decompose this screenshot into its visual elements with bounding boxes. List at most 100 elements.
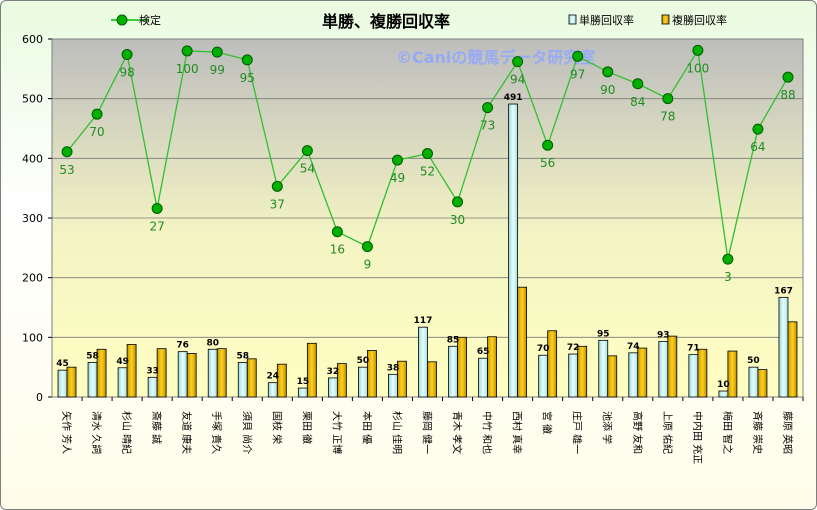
legend-label-win: 単勝回収率 [579, 13, 634, 27]
bar-win-label: 58 [236, 351, 249, 361]
category-label: 上原 佑紀 [661, 411, 674, 454]
bar-place [427, 361, 437, 398]
line-point [602, 66, 614, 78]
bar-win-label: 50 [357, 356, 370, 366]
y-axis: 0 100 200 300 400 500 600 [22, 33, 52, 404]
bar-place [727, 350, 738, 398]
bar-win-label: 45 [56, 359, 69, 369]
bar-win-label: 93 [657, 331, 670, 341]
legend-line-marker [116, 14, 128, 26]
bar-win-label: 95 [597, 329, 610, 339]
category-label: 斎藤 誠 [150, 411, 163, 444]
line-point-label: 64 [750, 140, 765, 154]
bar-place [667, 335, 678, 398]
category-label: 西村 真幸 [511, 411, 524, 454]
bar-win-label: 117 [414, 316, 433, 326]
bar-win-label: 24 [267, 372, 280, 382]
bar-win [418, 326, 428, 398]
category-label: 杉山 晴紀 [120, 411, 133, 454]
line-point-label: 88 [780, 88, 795, 102]
bar-place [517, 286, 528, 398]
line-point-label: 84 [630, 95, 645, 109]
line-point [121, 49, 133, 61]
line-point [722, 253, 734, 265]
category-label: 矢作 芳人 [60, 411, 73, 454]
bar-place [487, 336, 497, 398]
bar-win [778, 296, 789, 398]
category-label: 藤原 英昭 [781, 411, 794, 454]
watermark: ©Caniの競馬データ研究室 [396, 48, 595, 67]
category-label: 本田 優 [360, 411, 373, 444]
line-point-label: 90 [600, 83, 615, 97]
category-label: 高野 友和 [631, 411, 644, 454]
bar-place [577, 345, 588, 398]
legend-item-line: 検定 [111, 13, 161, 27]
bar-win [718, 390, 729, 398]
bar-place [246, 358, 257, 398]
bar-place [216, 348, 227, 398]
category-label: 須貝 尚介 [240, 411, 253, 454]
category-label: 池添 学 [601, 411, 614, 444]
bar-win [358, 366, 368, 398]
bar-win [267, 382, 278, 398]
line-point [361, 241, 373, 253]
bar-win [177, 351, 188, 398]
line-point [512, 56, 524, 68]
line-point [241, 54, 253, 66]
legend-swatch-win [568, 14, 577, 25]
line-point-label: 100 [176, 62, 199, 76]
bar-win-label: 71 [687, 344, 700, 354]
legend-item-win: 単勝回収率 [568, 13, 634, 27]
bar-win-label: 76 [176, 341, 189, 351]
y-tick-label: 400 [22, 152, 43, 165]
line-point [271, 180, 283, 192]
y-tick-label: 100 [22, 331, 43, 344]
bar-win-label: 49 [116, 357, 129, 367]
bar-win [117, 367, 128, 398]
line-point-label: 98 [119, 66, 134, 80]
line-point [782, 71, 794, 83]
bar-win-label: 33 [146, 366, 159, 376]
line-point [692, 44, 704, 56]
bar-place [306, 342, 317, 398]
line-point [632, 78, 644, 90]
legend-label-line: 検定 [139, 13, 161, 27]
line-point [91, 108, 103, 120]
line-point [572, 50, 584, 62]
legend-label-place: 複勝回収率 [672, 13, 727, 27]
bar-win [297, 387, 308, 398]
bar-win [568, 353, 579, 398]
category-label: 手塚 貴久 [210, 411, 223, 454]
line-point [301, 145, 313, 157]
line-point-label: 70 [89, 125, 104, 139]
category-label: 斉藤 崇史 [751, 411, 764, 454]
bar-place [367, 350, 377, 398]
bar-place [156, 348, 167, 398]
line-point-label: 73 [480, 119, 495, 133]
bar-place [397, 360, 407, 398]
bar-win-label: 80 [206, 338, 219, 348]
bar-place [547, 330, 558, 398]
line-point-label: 78 [660, 110, 675, 124]
bar-win-label: 167 [774, 286, 793, 296]
legend: 検定 単勝回収率 複勝回収率 [111, 13, 727, 27]
bar-win [57, 369, 68, 398]
bar-win-label: 85 [447, 335, 460, 345]
bar-place [457, 336, 467, 398]
bar-win [508, 103, 519, 398]
line-point-label: 3 [724, 270, 732, 284]
category-label: 栗田 徹 [300, 411, 313, 444]
bar-win [147, 376, 158, 398]
line-point [422, 148, 433, 160]
bar-win [87, 361, 98, 398]
line-point [452, 196, 464, 208]
line-series: 53 70 98 27 100 99 95 37 54 16 9 49 52 30 73 94 56 97 90 84… [59, 44, 796, 284]
bar-place [607, 355, 618, 398]
line-point-label: 100 [686, 61, 709, 75]
bar-win-label: 15 [297, 377, 310, 387]
category-label: 中内田 充正 [691, 411, 704, 464]
line-point-label: 16 [330, 243, 345, 257]
